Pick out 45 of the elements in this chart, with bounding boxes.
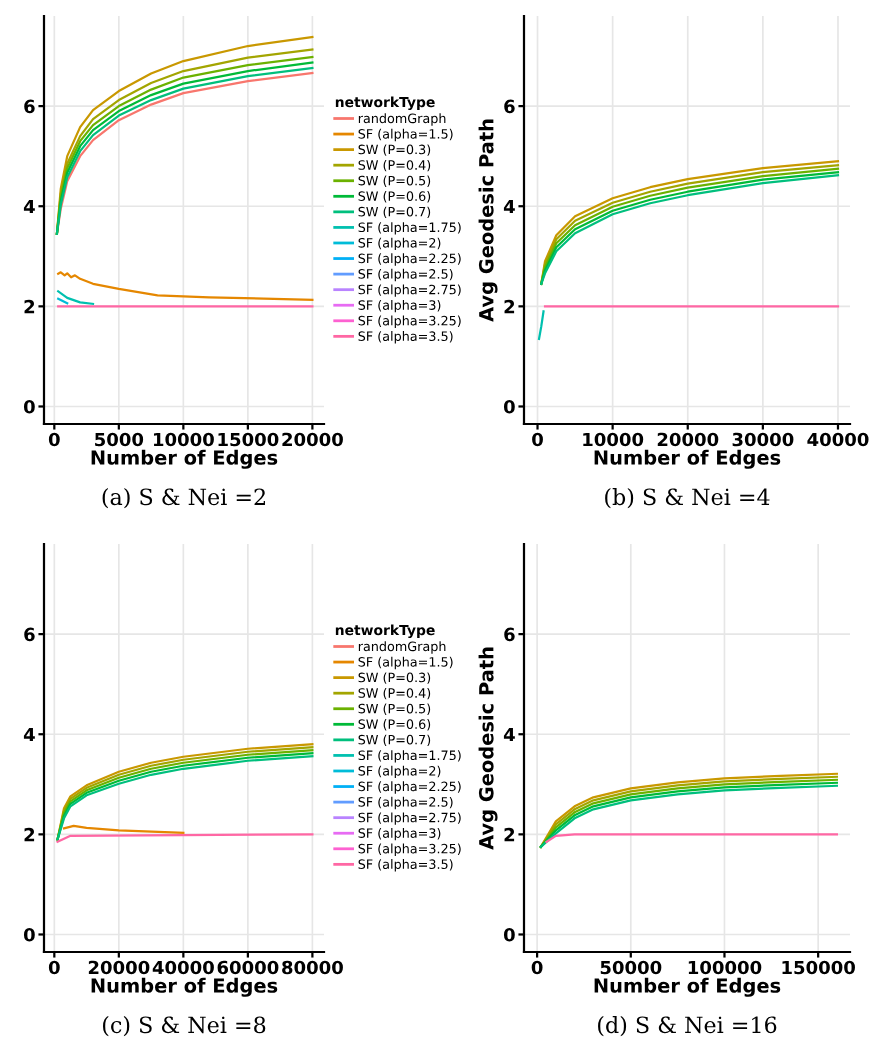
- y-tick-label: 6: [504, 99, 515, 114]
- y-tick-label: 4: [23, 199, 35, 214]
- x-axis-title: Number of Edges: [91, 977, 278, 997]
- y-tick-label: 4: [23, 727, 35, 742]
- x-tick-label: 80000: [282, 960, 343, 975]
- x-tick-label: 50000: [600, 960, 662, 975]
- x-tick-label: 30000: [732, 432, 794, 447]
- x-tick-label: 40000: [152, 960, 214, 975]
- x-tick-label: 20000: [88, 960, 150, 975]
- text: (b) S & Nei =4: [605, 488, 770, 509]
- x-axis-title: Number of Edges: [594, 977, 781, 997]
- y-tick-label: 0: [23, 927, 35, 942]
- x-tick-label: 10000: [153, 432, 214, 447]
- x-tick-label: 15000: [218, 432, 279, 447]
- text: (a) S & Nei =2: [102, 488, 265, 509]
- x-axis-title: Number of Edges: [91, 449, 278, 469]
- x-tick-label: 100000: [688, 960, 762, 975]
- y-tick-label: 4: [503, 727, 515, 742]
- y-tick-label: 6: [504, 627, 515, 642]
- x-tick-label: 0: [48, 432, 60, 447]
- x-tick-label: 40000: [807, 432, 869, 447]
- y-tick-label: 6: [24, 99, 35, 114]
- y-tick-label: 0: [503, 399, 515, 414]
- x-axis-title: Number of Edges: [594, 449, 781, 469]
- x-tick-label: 0: [532, 432, 543, 447]
- x-tick-label: 0: [531, 960, 543, 975]
- x-tick-label: 60000: [217, 960, 279, 975]
- y-tick-label: 6: [24, 627, 35, 642]
- y-tick-label: 4: [503, 199, 515, 214]
- y-tick-label: 2: [24, 299, 35, 314]
- x-tick-label: 0: [48, 960, 60, 975]
- y-axis-title: Avg Geodesic Path: [478, 119, 498, 322]
- x-tick-label: 150000: [782, 960, 855, 975]
- y-tick-label: 0: [503, 927, 515, 942]
- x-tick-label: 20000: [657, 432, 719, 447]
- y-tick-label: 2: [504, 827, 515, 842]
- x-tick-label: 20000: [282, 432, 343, 447]
- text: (c) S & Nei =8: [103, 1016, 266, 1037]
- y-axis-title: Avg Geodesic Path: [478, 647, 498, 850]
- text: (d) S & Nei =16: [598, 1016, 777, 1037]
- y-tick-label: 2: [24, 827, 35, 842]
- x-tick-label: 10000: [583, 432, 644, 447]
- y-tick-label: 2: [504, 299, 515, 314]
- y-tick-label: 0: [23, 399, 35, 414]
- x-tick-label: 5000: [95, 432, 144, 447]
